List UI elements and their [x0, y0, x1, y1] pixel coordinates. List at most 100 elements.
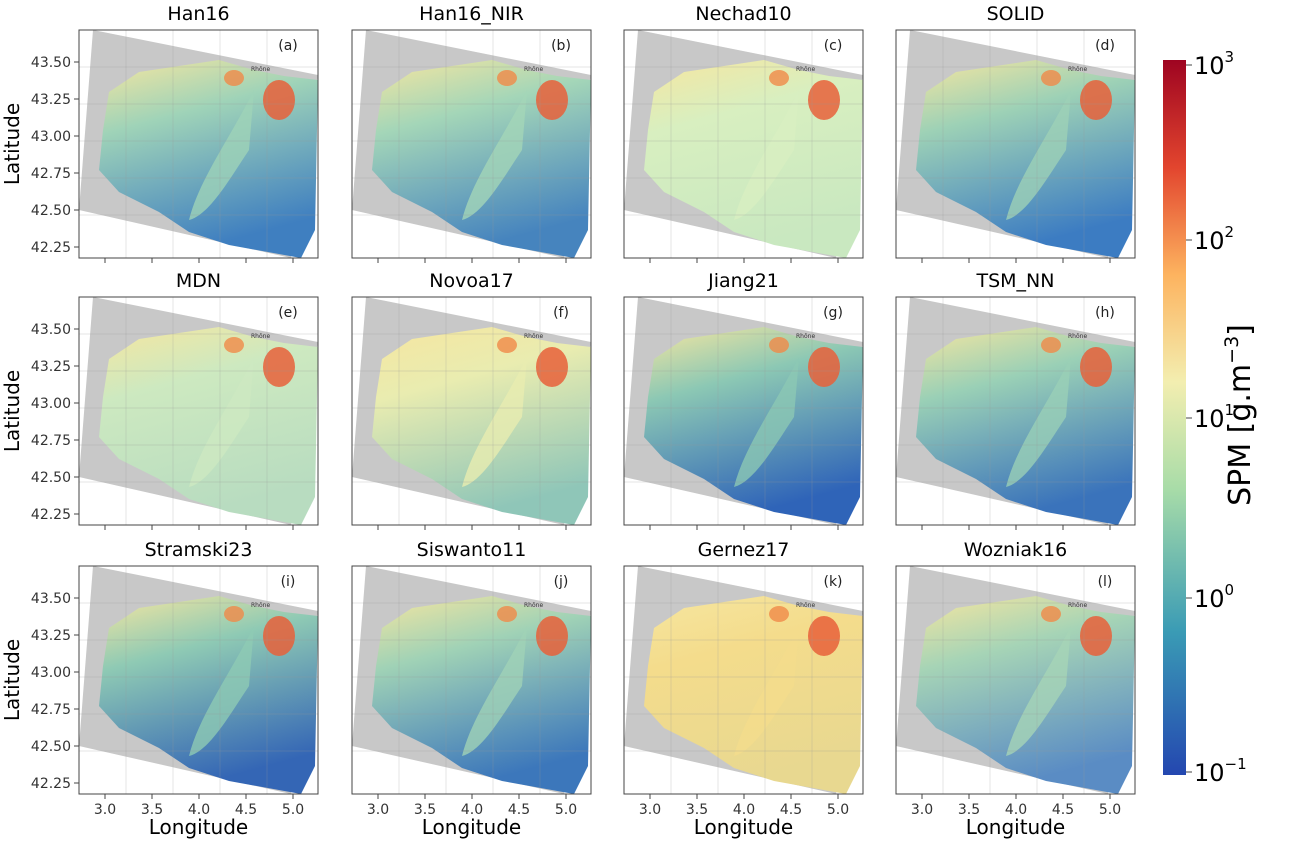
colorbar-tick-base: 10 [1194, 585, 1225, 613]
colorbar-tick-base: 10 [1194, 227, 1225, 255]
x-axis-label: Longitude [694, 815, 793, 839]
colorbar-tick-label: 10−1 [1194, 755, 1247, 787]
coastal-turbid [769, 337, 789, 353]
panel-label: (j) [554, 574, 569, 590]
colorbar-tick-exp: 2 [1225, 223, 1235, 241]
colorbar-label-exp: −3 [1221, 336, 1243, 364]
panel-title: Stramski23 [145, 539, 253, 561]
map-panel: Rhône Nechad10 (c) [624, 3, 863, 263]
panel-label: (i) [281, 574, 296, 590]
y-tick-label: 43.50 [31, 322, 71, 338]
coastal-turbid [497, 337, 517, 353]
river-plume [808, 347, 840, 387]
coastal-turbid [1041, 337, 1061, 353]
river-plume [536, 616, 568, 656]
y-tick-label: 42.50 [31, 739, 71, 755]
colorbar-tick-base: 10 [1194, 405, 1225, 433]
panel-label: (l) [1098, 574, 1113, 590]
x-tick-label: 3.0 [94, 802, 116, 818]
colorbar-tick-label: 100 [1194, 581, 1234, 613]
y-axis-label: Latitude [0, 103, 24, 185]
panel-title: TSM_NN [976, 270, 1055, 292]
x-axis-label: Longitude [149, 815, 248, 839]
river-label: Rhône [524, 602, 543, 609]
panel-label: (f) [553, 305, 569, 321]
colorbar-tick-base: 10 [1194, 759, 1225, 787]
coastal-turbid [224, 337, 244, 353]
y-axis-label: Latitude [0, 639, 24, 721]
colorbar-tick-exp: 1 [1225, 401, 1235, 419]
y-tick-label: 43.50 [31, 591, 71, 607]
x-tick-label: 3.0 [367, 802, 389, 818]
y-tick-label: 43.00 [31, 665, 71, 681]
y-tick-label: 42.75 [31, 702, 71, 718]
coastal-turbid [769, 606, 789, 622]
river-label: Rhône [1068, 333, 1087, 340]
coastal-turbid [1041, 70, 1061, 86]
coastal-turbid [497, 606, 517, 622]
river-label: Rhône [796, 333, 815, 340]
panel-label: (d) [1095, 38, 1115, 54]
x-tick-label: 5.0 [1099, 802, 1121, 818]
panel-label: (c) [824, 38, 843, 54]
y-tick-label: 43.25 [31, 628, 71, 644]
y-tick-label: 43.25 [31, 92, 71, 108]
panel-label: (e) [278, 305, 298, 321]
river-plume [263, 616, 295, 656]
panel-title: Wozniak16 [964, 539, 1067, 561]
river-label: Rhône [796, 602, 815, 609]
colorbar-tick-label: 102 [1194, 223, 1234, 255]
river-label: Rhône [524, 66, 543, 73]
map-panel: RhôneWozniak16(l)3.03.54.04.55.0Longitud… [896, 539, 1135, 839]
river-plume [536, 347, 568, 387]
river-label: Rhône [1068, 602, 1087, 609]
x-tick-label: 5.0 [555, 802, 577, 818]
panel-label: (g) [823, 305, 843, 321]
x-tick-label: 5.0 [282, 802, 304, 818]
y-tick-label: 42.75 [31, 433, 71, 449]
colorbar-label-end: ] [1223, 324, 1258, 336]
panel-title: Jiang21 [707, 270, 779, 292]
panel-title: Nechad10 [695, 3, 791, 25]
colorbar-tick-base: 10 [1194, 52, 1225, 80]
panel-label: (b) [551, 38, 571, 54]
panel-title: Siswanto11 [417, 539, 527, 561]
map-panel: RhôneMDN(e)43.5043.2543.0042.7542.5042.2… [0, 270, 318, 530]
y-tick-label: 42.50 [31, 470, 71, 486]
panel-title: SOLID [987, 3, 1045, 25]
panel-title: MDN [176, 270, 221, 292]
map-panel: RhôneSiswanto11(j)3.03.54.04.55.0Longitu… [352, 539, 591, 839]
y-tick-label: 42.25 [31, 507, 71, 523]
y-tick-label: 42.75 [31, 166, 71, 182]
map-panel: RhôneStramski23(i)43.5043.2543.0042.7542… [0, 539, 318, 839]
panel-title: Han16 [167, 3, 229, 25]
y-tick-label: 43.00 [31, 396, 71, 412]
river-label: Rhône [524, 333, 543, 340]
river-plume [263, 347, 295, 387]
x-tick-label: 3.0 [639, 802, 661, 818]
colorbar-label-text: SPM [g.m [1223, 364, 1258, 506]
map-panel: RhôneSOLID(d) [896, 3, 1135, 263]
x-axis-label: Longitude [966, 815, 1065, 839]
y-axis-label: Latitude [0, 370, 24, 452]
river-plume [808, 616, 840, 656]
river-plume [536, 80, 568, 120]
map-panel: Rhône Jiang21 (g) [624, 270, 863, 530]
colorbar-tick-exp: 3 [1225, 48, 1235, 66]
river-plume [1080, 80, 1112, 120]
y-tick-label: 43.50 [31, 55, 71, 71]
panel-title: Novoa17 [429, 270, 514, 292]
coastal-turbid [769, 70, 789, 86]
x-tick-label: 3.0 [911, 802, 933, 818]
river-plume [808, 80, 840, 120]
map-panel: Rhône Novoa17 (f) [352, 270, 591, 530]
y-tick-label: 42.50 [31, 203, 71, 219]
figure: SPM [g.m−3] RhôneHan16(a)43.5043.2543.00… [0, 0, 1291, 845]
coastal-turbid [1041, 606, 1061, 622]
x-tick-label: 5.0 [827, 802, 849, 818]
panel-label: (k) [823, 574, 842, 590]
y-tick-label: 43.00 [31, 129, 71, 145]
river-label: Rhône [796, 66, 815, 73]
map-panel: RhôneGernez17(k)3.03.54.04.55.0Longitude [624, 539, 863, 839]
